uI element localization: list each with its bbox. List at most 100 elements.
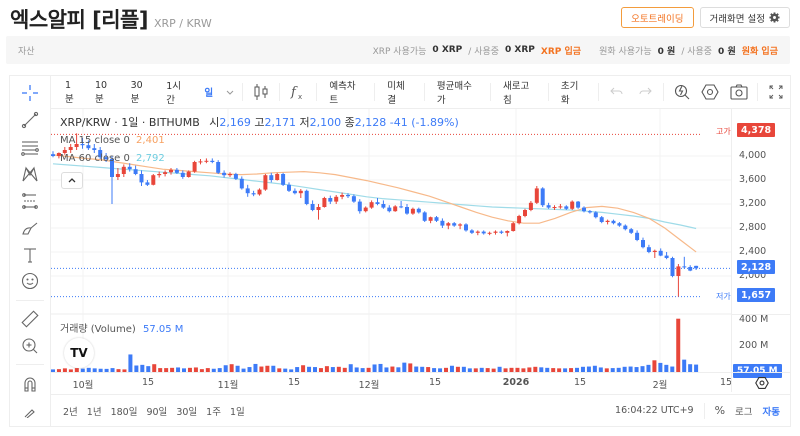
log-scale-toggle[interactable]: 로그 [735, 406, 753, 418]
toolbar-divider [490, 83, 491, 101]
range-30d[interactable]: 30일 [176, 406, 198, 418]
fib-tool[interactable] [17, 189, 43, 212]
undo-icon [609, 86, 624, 98]
volume-axis[interactable]: 400 M 200 M [731, 314, 791, 372]
high-label: 고가 [716, 127, 731, 136]
clock[interactable]: 16:04:22 UTC+9 [615, 405, 694, 416]
redo-button[interactable] [631, 76, 659, 109]
range-1d[interactable]: 1일 [229, 406, 245, 418]
expand-icon [769, 85, 783, 99]
interval-1min[interactable]: 1분 [65, 79, 74, 105]
time-tick: 15 [141, 377, 155, 388]
toolbar-divider [374, 83, 376, 101]
screenshot-button[interactable] [724, 76, 752, 109]
quick-search-button[interactable] [668, 76, 696, 109]
undo-button[interactable] [602, 76, 630, 109]
zoom-in-icon [20, 336, 40, 356]
predict-chart-button[interactable]: 예측차트 [329, 81, 356, 106]
time-axis[interactable]: 10월 15 11월 15 12월 15 2026 15 2월 15 [51, 372, 733, 392]
text-tool[interactable] [17, 243, 43, 266]
ma60-label: MA 60 close 0 [60, 153, 130, 164]
xrp-deposit-link[interactable]: XRP 입금 [540, 46, 582, 57]
percent-scale-toggle[interactable]: % [714, 404, 726, 417]
interval-dropdown[interactable] [221, 76, 238, 109]
price-tick: 4,000 [739, 150, 767, 161]
krw-available-label: 원화 사용가능 [599, 46, 652, 57]
time-tick: 12월 [358, 380, 380, 391]
lock-drawings-tool[interactable] [17, 399, 43, 422]
page-title: 엑스알피 [리플] [10, 8, 148, 32]
auto-scale-toggle[interactable]: 자동 [762, 406, 780, 418]
chart-type-button[interactable] [247, 76, 275, 109]
price-tick: 2,800 [739, 222, 767, 233]
parallel-lines-icon [20, 137, 40, 157]
bottom-bar-right: 16:04:22 UTC+9 % 로그 자동 [615, 402, 790, 419]
time-tick: 15 [719, 377, 733, 388]
low-label: 저가 [716, 292, 731, 301]
krw-balance-group: 원화 사용가능 0 원 / 사용중 0 원 원화 입금 [599, 44, 778, 57]
pair-label: XRP / KRW [153, 17, 212, 30]
trend-line-icon [20, 110, 40, 130]
toolbar-divider [242, 83, 243, 101]
trend-line-tool[interactable] [17, 109, 43, 132]
zoom-in-tool[interactable] [17, 335, 43, 358]
unfilled-orders-button[interactable]: 미체결 [387, 81, 405, 106]
chart-legend: XRP/KRW · 1일 · BITHUMB 시2,169 고2,171 저2,… [60, 114, 459, 130]
low-value: 2,100 [309, 116, 342, 129]
krw-deposit-link[interactable]: 원화 입금 [741, 46, 778, 57]
range-1w[interactable]: 1주 [206, 406, 221, 418]
autotrade-button[interactable]: 오토트레이딩 [621, 7, 694, 28]
tradingview-logo[interactable]: TV [64, 338, 94, 368]
divider [703, 402, 705, 419]
interval-30min[interactable]: 30분 [130, 79, 143, 105]
emoji-tool[interactable] [17, 270, 43, 293]
brush-tool[interactable] [17, 216, 43, 239]
drawing-toolbar [10, 76, 51, 426]
range-1y[interactable]: 1년 [86, 406, 102, 418]
screen-settings-button[interactable]: 거래화면 설정 [699, 7, 790, 28]
interval-day[interactable]: 일 [204, 88, 214, 99]
magnet-tool[interactable] [17, 372, 43, 395]
ma15-legend[interactable]: MA 15 close 0 2,401 [60, 135, 165, 146]
ma60-value: 2,792 [136, 153, 165, 164]
axis-settings-button[interactable] [731, 372, 791, 392]
redo-icon [638, 86, 652, 98]
ma60-legend[interactable]: MA 60 close 0 2,792 [60, 153, 165, 164]
pattern-icon [20, 164, 40, 184]
xrp-available-value: 0 XRP [432, 45, 463, 55]
collapse-legend-button[interactable] [61, 172, 83, 189]
camera-icon [729, 84, 748, 100]
range-180d[interactable]: 180일 [110, 406, 138, 418]
time-tick: 15 [287, 377, 301, 388]
range-90d[interactable]: 90일 [146, 406, 168, 418]
high-label: 고 [254, 116, 265, 129]
tool-divider [16, 364, 44, 366]
interval-1hour[interactable]: 1시간 [166, 81, 181, 106]
crosshair-tool[interactable] [17, 82, 43, 105]
ma15-label: MA 15 close 0 [60, 135, 130, 146]
interval-10min[interactable]: 10분 [94, 79, 108, 105]
price-axis[interactable]: 4,000 3,600 3,200 2,800 2,400 2,000 [731, 109, 791, 314]
krw-in-use-value: 0 원 [718, 46, 736, 57]
measure-tool[interactable] [17, 308, 43, 331]
tool-divider [16, 299, 44, 301]
avg-price-button[interactable]: 평균매수가 [436, 81, 472, 106]
chart-settings-button[interactable] [696, 76, 724, 109]
price-chart-canvas[interactable] [51, 109, 731, 380]
reset-button[interactable]: 초기화 [560, 81, 579, 106]
range-2y[interactable]: 2년 [63, 406, 78, 418]
volume-value: 57.05 M [142, 324, 184, 335]
fullscreen-button[interactable] [762, 76, 790, 109]
smiley-icon [20, 271, 40, 291]
pattern-tool[interactable] [17, 163, 43, 186]
price-tick: 3,600 [739, 174, 767, 185]
close-label: 종 [344, 116, 355, 129]
refresh-button[interactable]: 새로고침 [502, 81, 530, 106]
horizontal-lines-tool[interactable] [17, 136, 43, 159]
time-tick: 2월 [652, 380, 668, 391]
change-value: -41 (-1.89%) [389, 116, 459, 129]
